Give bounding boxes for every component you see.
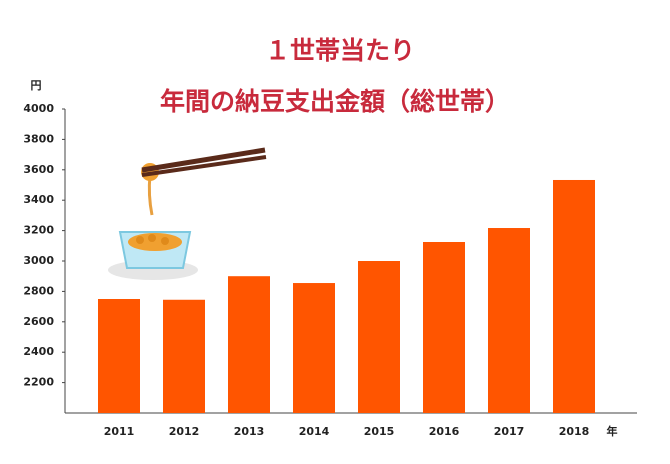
y-tick-label: 3000 [23,254,54,267]
x-tick-label: 2018 [559,425,590,438]
y-tick-label: 3600 [23,163,54,176]
bar [293,283,335,413]
x-tick-label: 2012 [169,425,200,438]
x-tick-label: 2016 [429,425,460,438]
y-unit: 円 [31,79,42,92]
y-tick-label: 4000 [23,102,54,115]
x-tick-label: 2014 [299,425,330,438]
bar [553,179,595,413]
bar [163,299,205,413]
y-tick-label: 2600 [23,315,54,328]
bar [228,276,270,413]
natto-illustration [108,147,267,280]
x-tick-label: 2013 [234,425,265,438]
chart-title: 年間の納豆支出金額（総世帯） [160,87,510,116]
y-tick-label: 3200 [23,224,54,237]
x-tick-label: 2017 [494,425,525,438]
x-unit: 年 [607,424,618,438]
y-tick-label: 3800 [23,132,54,145]
bar [98,299,140,413]
y-tick-label: 2200 [23,376,54,389]
bar [358,261,400,413]
x-tick-label: 2011 [104,425,135,438]
y-tick-label: 3400 [23,193,54,206]
y-tick-label: 2400 [23,345,54,358]
bar [488,228,530,413]
chart-title: １世帯当たり [265,36,415,65]
y-tick-label: 2800 [23,284,54,297]
bar [423,242,465,413]
x-tick-label: 2015 [364,425,395,438]
